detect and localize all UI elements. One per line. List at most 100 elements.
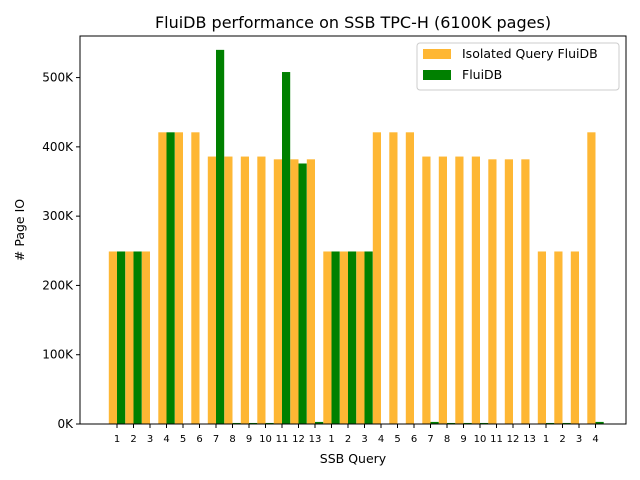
fluidb-bar-7 [216,49,225,425]
isolated-bar-6 [191,132,200,424]
x-tick-label: 4 [378,434,384,445]
x-tick-label: 1 [543,434,549,445]
x-tick-label: 2 [345,434,351,445]
legend-label: Isolated Query FluiDB [462,46,598,61]
x-tick-label: 9 [460,434,466,445]
x-tick-label: 4 [592,434,598,445]
legend-label: FluiDB [462,67,502,82]
fluidb-bar-22 [463,422,472,424]
legend: Isolated Query FluiDB FluiDB [416,42,620,91]
x-tick-label: 1 [328,434,334,445]
x-tick-label: 11 [276,434,289,445]
isolated-bar-21 [438,156,447,424]
x-tick-label: 13 [523,434,536,445]
x-tick-label: 2 [130,434,136,445]
isolated-bar-20 [422,156,431,424]
isolated-bar-14 [323,251,332,424]
y-axis: 0K 100K 200K 300K 400K 500K [42,71,80,431]
x-tick-label: 9 [246,434,252,445]
x-axis: 1 2 3 4 5 6 7 8 9 10 11 12 13 1 2 3 4 5 6 7 8 9 10 11 12 13 1 2 3 4 [114,424,599,445]
fluidb-bar-4 [166,132,175,424]
x-tick-label: 7 [427,434,433,445]
bars-group [108,49,604,425]
isolated-bar-4 [158,132,167,424]
isolated-bar-7 [207,156,216,424]
isolated-bar-1 [108,251,117,424]
isolated-bar-15 [339,251,348,424]
x-tick-label: 3 [361,434,367,445]
fluidb-bar-20 [430,421,439,424]
isolated-bar-29 [570,251,579,424]
fluidb-bar-16 [364,251,373,424]
fluidb-bar-14 [331,251,340,424]
y-tick-label: 200K [42,278,74,292]
x-tick-label: 8 [229,434,235,445]
y-tick-label: 400K [42,140,74,154]
x-tick-label: 6 [411,434,417,445]
x-tick-label: 1 [114,434,120,445]
isolated-bar-16 [356,251,365,424]
isolated-bar-30 [587,132,596,424]
fluidb-bar-2 [133,251,142,424]
legend-box [416,42,620,91]
x-tick-label: 5 [180,434,186,445]
x-tick-label: 3 [576,434,582,445]
x-tick-label: 11 [490,434,503,445]
isolated-bar-22 [455,156,464,424]
isolated-bar-8 [224,156,233,424]
chart-title: FluiDB performance on SSB TPC-H (6100K p… [155,13,551,32]
legend-swatch [423,70,451,80]
x-tick-label: 10 [474,434,487,445]
fluidb-bar-15 [348,251,357,424]
isolated-bar-27 [537,251,546,424]
isolated-bar-3 [141,251,150,424]
plot-frame [79,35,627,425]
x-tick-label: 10 [259,434,272,445]
y-tick-label: 300K [42,209,74,223]
x-tick-label: 4 [163,434,169,445]
legend-swatch [423,49,451,59]
x-tick-label: 7 [213,434,219,445]
x-tick-label: 8 [444,434,450,445]
x-axis-label: SSB Query [320,451,387,466]
isolated-bar-13 [306,159,315,424]
fluidb-bar-1 [117,251,126,424]
fluidb-bar-27 [546,422,555,424]
x-tick-label: 12 [507,434,520,445]
fluidb-bar-11 [282,72,291,424]
x-tick-label: 2 [559,434,565,445]
y-axis-label: # Page IO [12,199,27,261]
fluidb-bar-9 [249,422,258,424]
x-tick-label: 5 [394,434,400,445]
y-tick-label: 100K [42,348,74,362]
fluidb-bar-28 [562,422,571,424]
fluidb-bar-13 [315,421,324,424]
isolated-bar-10 [257,156,266,424]
x-tick-label: 6 [196,434,202,445]
isolated-bar-19 [405,132,414,424]
isolated-bar-24 [488,159,497,424]
x-tick-label: 13 [309,434,322,445]
fluidb-bar-8 [232,422,241,424]
isolated-bar-11 [273,159,282,424]
fluidb-bar-21 [447,422,456,424]
isolated-bar-9 [240,156,249,424]
x-tick-label: 12 [292,434,305,445]
isolated-bar-12 [290,159,299,424]
fluidb-bar-10 [265,422,274,424]
fluidb-bar-30 [595,421,604,424]
isolated-bar-18 [389,132,398,424]
isolated-bar-5 [174,132,183,424]
isolated-bar-26 [521,159,530,424]
isolated-bar-25 [504,159,513,424]
fluidb-bar-23 [480,422,489,424]
fluidb-bar-12 [298,163,307,425]
isolated-bar-2 [125,251,134,424]
x-tick-label: 3 [147,434,153,445]
isolated-bar-23 [471,156,480,424]
y-tick-label: 500K [42,71,74,85]
isolated-bar-17 [372,132,381,424]
y-tick-label: 0K [57,417,74,431]
isolated-bar-28 [554,251,563,424]
